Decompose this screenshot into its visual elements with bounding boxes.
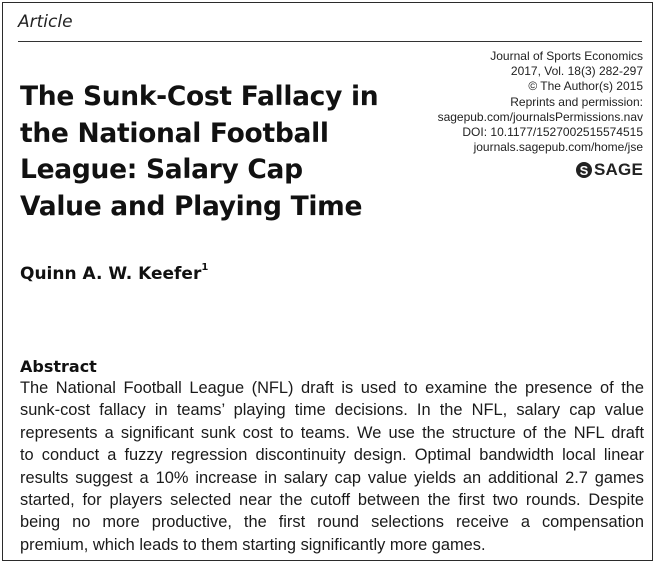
title-line: League: Salary Cap (20, 154, 303, 185)
copyright: © The Author(s) 2015 (528, 79, 643, 94)
abstract-line: The National Football League (NFL) draft… (20, 379, 644, 397)
title-line: the National Football (20, 117, 329, 149)
title-line: Value and Playing Time (20, 190, 363, 222)
permissions-link[interactable]: sagepub.com/journalsPermissions.nav (437, 109, 643, 124)
abstract-line: results suggest a 10% increase in salary… (20, 468, 644, 487)
abstract-line: started, for players selected near the c… (20, 491, 644, 510)
sage-logo: S SAGE (576, 160, 643, 180)
sage-logo-icon: S (576, 162, 593, 178)
doi[interactable]: DOI: 10.1177/1527002515574515 (462, 125, 643, 140)
abstract-body: The National Football League (NFL) draft… (20, 377, 644, 556)
affiliation-marker[interactable]: 1 (201, 262, 209, 274)
article-type-label: Article (18, 12, 73, 32)
author-name: Quinn A. W. Keefer (20, 264, 202, 284)
abstract-line: premium, which leads to them starting si… (20, 535, 486, 554)
article-title: The Sunk-Cost Fallacy in the National Fo… (20, 79, 440, 225)
abstract-line: to conduct a fuzzy regression discontinu… (20, 446, 644, 465)
journal-info: Journal of Sports Economics 2017, Vol. 1… (438, 49, 643, 155)
abstract-line: sunk-cost fallacy in teams’ playing time… (20, 401, 644, 420)
abstract-line: represents a significant sunk cost to te… (20, 423, 644, 442)
header-rule (18, 41, 642, 42)
sage-logo-text: SAGE (594, 160, 643, 179)
author-byline: Quinn A. W. Keefer1 (20, 262, 209, 284)
reprints-label: Reprints and permission: (510, 94, 643, 109)
journal-volume: 2017, Vol. 18(3) 282-297 (510, 64, 643, 79)
abstract-heading: Abstract (20, 357, 97, 376)
journal-name: Journal of Sports Economics (490, 49, 643, 63)
journal-homepage-link[interactable]: journals.sagepub.com/home/jse (473, 140, 643, 155)
abstract-line: being no more productive, the first roun… (20, 513, 644, 532)
title-line: The Sunk-Cost Fallacy in (20, 81, 379, 112)
